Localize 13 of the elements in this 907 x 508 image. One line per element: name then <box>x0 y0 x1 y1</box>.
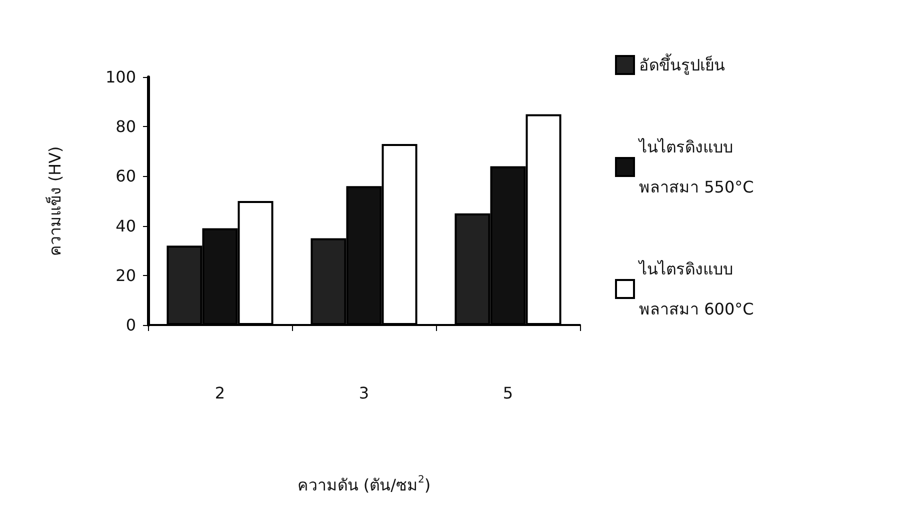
text: ไนไตรดิงแบบ พลาสมา 600°C <box>639 260 754 318</box>
y-tick-label: 100 <box>105 68 136 86</box>
y-tick-label: 0 <box>126 316 136 334</box>
y-tick-label: 60 <box>116 166 136 186</box>
x-tick-label: 5 <box>502 384 514 402</box>
y-tick-label: 20 <box>116 266 136 285</box>
y-tick-label: 40 <box>116 216 136 236</box>
y-tick-label: 80 <box>116 117 136 136</box>
y-axis-title: ความแข็ง (HV) <box>44 146 64 256</box>
text: ไนไตรดิงแบบ พลาสมา 550°C <box>639 138 754 196</box>
x-tick-label: 3 <box>358 384 370 402</box>
x-tick-label: 2 <box>214 384 226 402</box>
legend-label: อัดขึ้นรูปเย็น <box>639 54 725 76</box>
